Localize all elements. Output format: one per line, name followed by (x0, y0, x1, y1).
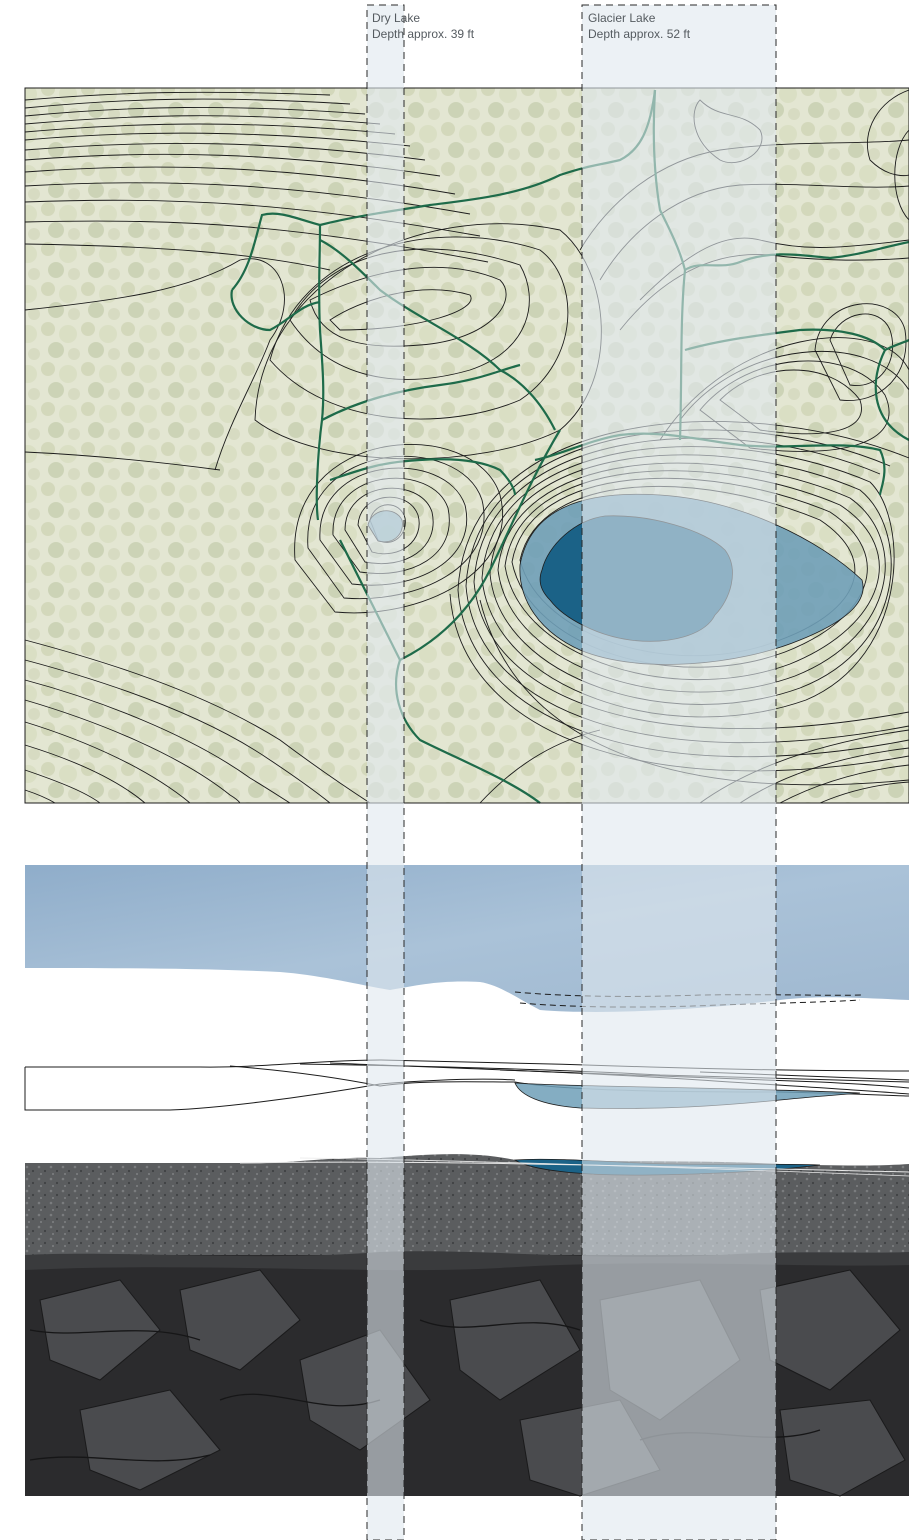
dry-lake-band (366, 4, 405, 1540)
glacier-lake-label: Glacier Lake Depth approx. 52 ft (588, 10, 690, 42)
glacier-lake-name: Glacier Lake (588, 11, 656, 25)
dry-lake-depth: Depth approx. 39 ft (372, 27, 475, 41)
glacier-lake-depth: Depth approx. 52 ft (588, 27, 691, 41)
dry-lake-label: Dry Lake Depth approx. 39 ft (372, 10, 474, 42)
map-frame (24, 87, 909, 804)
glacier-lake-band (581, 4, 777, 1540)
dry-lake-name: Dry Lake (372, 11, 421, 25)
